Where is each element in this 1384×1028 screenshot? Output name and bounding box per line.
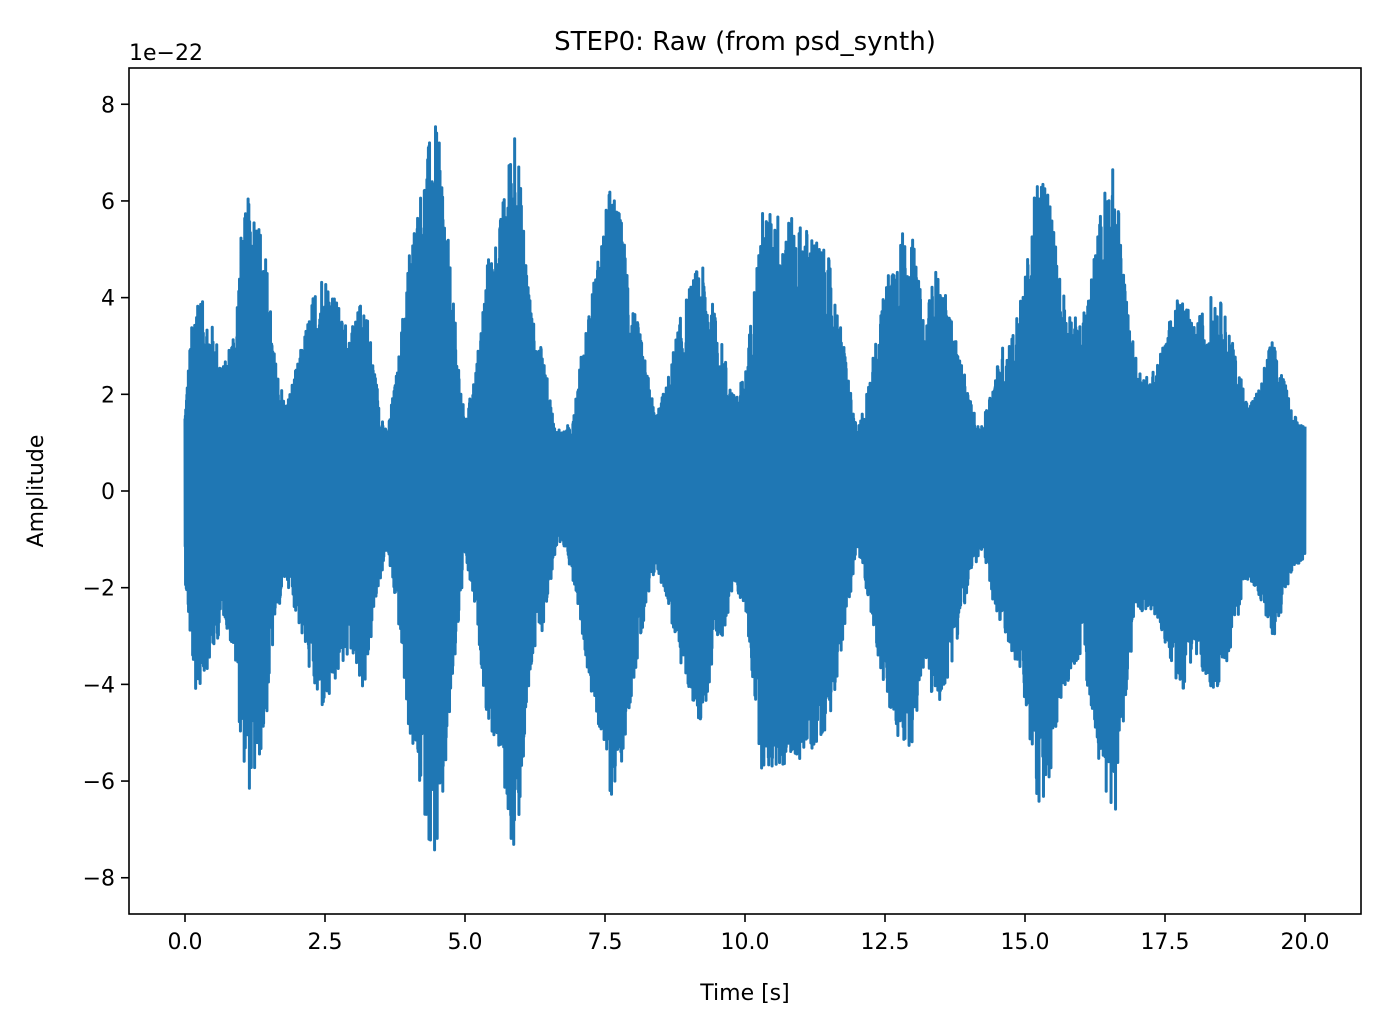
y-tick-label: 2: [101, 383, 115, 408]
y-tick-label: 6: [101, 190, 115, 215]
plot-area: [183, 125, 1307, 852]
y-tick-label: −6: [83, 770, 115, 795]
x-tick-label: 12.5: [861, 930, 910, 955]
y-tick-label: 8: [101, 93, 115, 118]
x-tick-label: 10.0: [721, 930, 770, 955]
y-axis-label: Amplitude: [24, 435, 49, 548]
y-tick-label: −4: [83, 673, 115, 698]
x-axis-label: Time [s]: [699, 981, 789, 1006]
y-tick-label: −8: [83, 867, 115, 892]
y-tick-label: −2: [83, 577, 115, 602]
series-line-raw: [183, 125, 1307, 852]
y-tick-label: 4: [101, 287, 115, 312]
y-tick-label: 0: [101, 480, 115, 505]
x-tick-label: 2.5: [308, 930, 343, 955]
x-axis-ticks: 0.0 2.5 5.0 7.5 10.0 12.5 15.0 17.5 20.0: [168, 914, 1330, 955]
x-tick-label: 0.0: [168, 930, 203, 955]
x-tick-label: 15.0: [1001, 930, 1050, 955]
x-tick-label: 20.0: [1281, 930, 1330, 955]
x-tick-label: 7.5: [588, 930, 623, 955]
y-offset-label: 1e−22: [129, 41, 203, 66]
y-axis-ticks: −8 −6 −4 −2 0 2 4 6 8: [83, 93, 129, 892]
x-tick-label: 5.0: [448, 930, 483, 955]
x-tick-label: 17.5: [1141, 930, 1190, 955]
chart-title: STEP0: Raw (from psd_synth): [554, 27, 936, 57]
